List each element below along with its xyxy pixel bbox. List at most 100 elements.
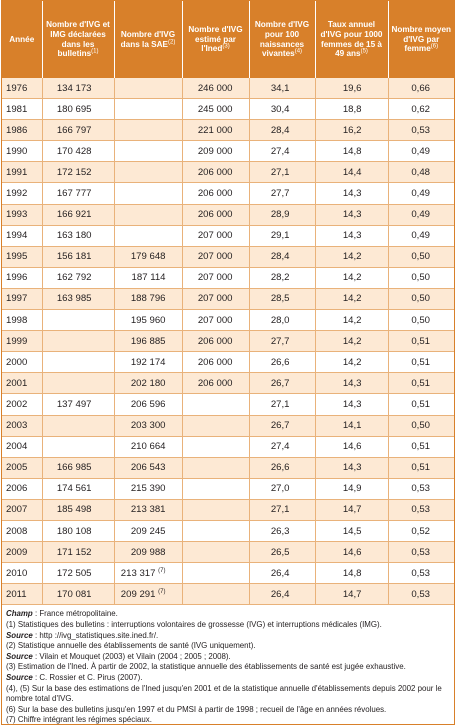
table-cell: 0,62 [387, 98, 454, 121]
table-cell: 206 000 [181, 372, 249, 395]
cell-value: 170 428 [56, 145, 92, 157]
note-label: Source [6, 672, 33, 682]
cell-value: 209 291 [120, 588, 156, 600]
cell-value: 14,8 [342, 145, 362, 157]
year-cell: 1976 [2, 78, 42, 100]
table-cell [181, 457, 249, 479]
table-row: 1997 163 985 188 796 207 000 28,5 14,2 0,50 [2, 288, 454, 311]
column-header-note: (5) [360, 48, 368, 55]
table-cell: 0,50 [387, 415, 454, 437]
year-cell: 1991 [2, 161, 42, 184]
table-cell: 206 000 [181, 182, 249, 205]
table-cell: 174 561 [41, 478, 114, 500]
table-cell: 206 596 [113, 393, 182, 416]
table-cell: 14,2 [314, 246, 388, 268]
cell-value: 14,3 [342, 188, 362, 200]
cell-value: 246 000 [197, 82, 233, 94]
column-header-label: Nombre moyen d'IVG par femme [391, 25, 452, 54]
cell-value: 206 000 [197, 335, 233, 347]
table-cell [113, 119, 182, 142]
cell-value: 28,0 [270, 314, 290, 326]
cell-value: 221 000 [197, 124, 233, 136]
cell-value: 1981 [6, 103, 28, 115]
cell-value: 1992 [6, 188, 28, 200]
table-cell: 209 000 [181, 140, 249, 163]
cell-value: 1993 [6, 209, 28, 221]
table-row: 2010 172 505 213 317 (7) 26,4 14,8 0,53 [2, 562, 454, 585]
cell-value: 0,52 [411, 525, 430, 537]
year-cell: 2008 [2, 520, 42, 543]
cell-value: 26,4 [270, 567, 290, 579]
cell-value: 2008 [6, 525, 28, 537]
table-cell: 206 000 [181, 161, 249, 184]
table-cell: 27,4 [248, 436, 315, 458]
table-cell: 14,3 [314, 372, 388, 395]
cell-value: 134 173 [56, 82, 92, 94]
year-cell: 2006 [2, 478, 42, 500]
note-line: (7) Chiffre intégrant les régimes spécia… [6, 715, 450, 726]
table-cell: 206 000 [181, 204, 249, 226]
cell-value: 207 000 [197, 293, 233, 305]
ivg-table: Année Nombre d'IVG et IMG déclarées dans … [2, 1, 454, 606]
column-header-label: Nombre d'IVG pour 100 naissances vivante… [254, 20, 310, 59]
table-cell [41, 330, 114, 353]
cell-value: 0,53 [411, 588, 430, 600]
table-cell [181, 499, 249, 521]
table-cell: 0,50 [387, 267, 454, 289]
cell-value: 14,7 [342, 504, 362, 516]
table-row: 1976 134 173 246 000 34,1 19,6 0,66 [2, 78, 454, 100]
table-cell: 213 381 [113, 499, 182, 521]
year-cell: 2011 [2, 583, 42, 606]
table-cell: 0,51 [387, 436, 454, 458]
table-cell: 14,7 [314, 499, 388, 521]
cell-value: 0,53 [411, 546, 430, 558]
cell-value: 2009 [6, 546, 28, 558]
table-cell: 0,50 [387, 288, 454, 311]
cell-value: 0,48 [411, 166, 430, 178]
year-cell: 1997 [2, 288, 42, 311]
year-cell: 1996 [2, 267, 42, 289]
table-cell: 28,5 [248, 288, 315, 311]
cell-value: 2005 [6, 462, 28, 474]
table-cell: 137 497 [41, 393, 114, 416]
table-cell: 209 245 [113, 520, 182, 543]
cell-value: 207 000 [197, 314, 233, 326]
table-cell: 0,51 [387, 330, 454, 353]
table-cell: 19,6 [314, 78, 388, 100]
year-cell: 2004 [2, 436, 42, 458]
table-cell: 0,49 [387, 225, 454, 247]
table-cell: 0,53 [387, 562, 454, 585]
table-cell: 0,49 [387, 182, 454, 205]
table-cell: 26,6 [248, 457, 315, 479]
column-header-label: Nombre d'IVG estimé par l'Ined [188, 25, 243, 54]
cell-value: 1986 [6, 124, 28, 136]
table-cell: 0,48 [387, 161, 454, 184]
table-cell: 26,3 [248, 520, 315, 543]
cell-value: 166 985 [56, 462, 92, 474]
table-cell: 185 498 [41, 499, 114, 521]
cell-value: 26,6 [270, 356, 290, 368]
table-cell [113, 140, 182, 163]
table-cell: 34,1 [248, 78, 315, 100]
cell-value: 166 797 [56, 124, 92, 136]
table-cell: 166 797 [41, 119, 114, 142]
table-cell: 134 173 [41, 78, 114, 100]
cell-value: 167 777 [56, 188, 92, 200]
table-cell: 28,9 [248, 204, 315, 226]
cell-note: (7) [158, 588, 166, 595]
column-header-5: Taux annuel d'IVG pour 1000 femmes de 15… [314, 1, 388, 78]
table-cell: 14,9 [314, 478, 388, 500]
table-cell: 163 180 [41, 225, 114, 247]
cell-value: 174 561 [56, 483, 92, 495]
cell-value: 14,3 [342, 377, 362, 389]
table-cell: 213 317 (7) [113, 562, 182, 585]
cell-value: 0,53 [411, 124, 430, 136]
table-cell: 196 885 [113, 330, 182, 353]
table-cell: 0,66 [387, 78, 454, 100]
cell-value: 1994 [6, 230, 28, 242]
cell-value: 2004 [6, 441, 28, 453]
cell-value: 245 000 [197, 103, 233, 115]
table-cell: 14,2 [314, 288, 388, 311]
cell-value: 209 245 [130, 525, 166, 537]
